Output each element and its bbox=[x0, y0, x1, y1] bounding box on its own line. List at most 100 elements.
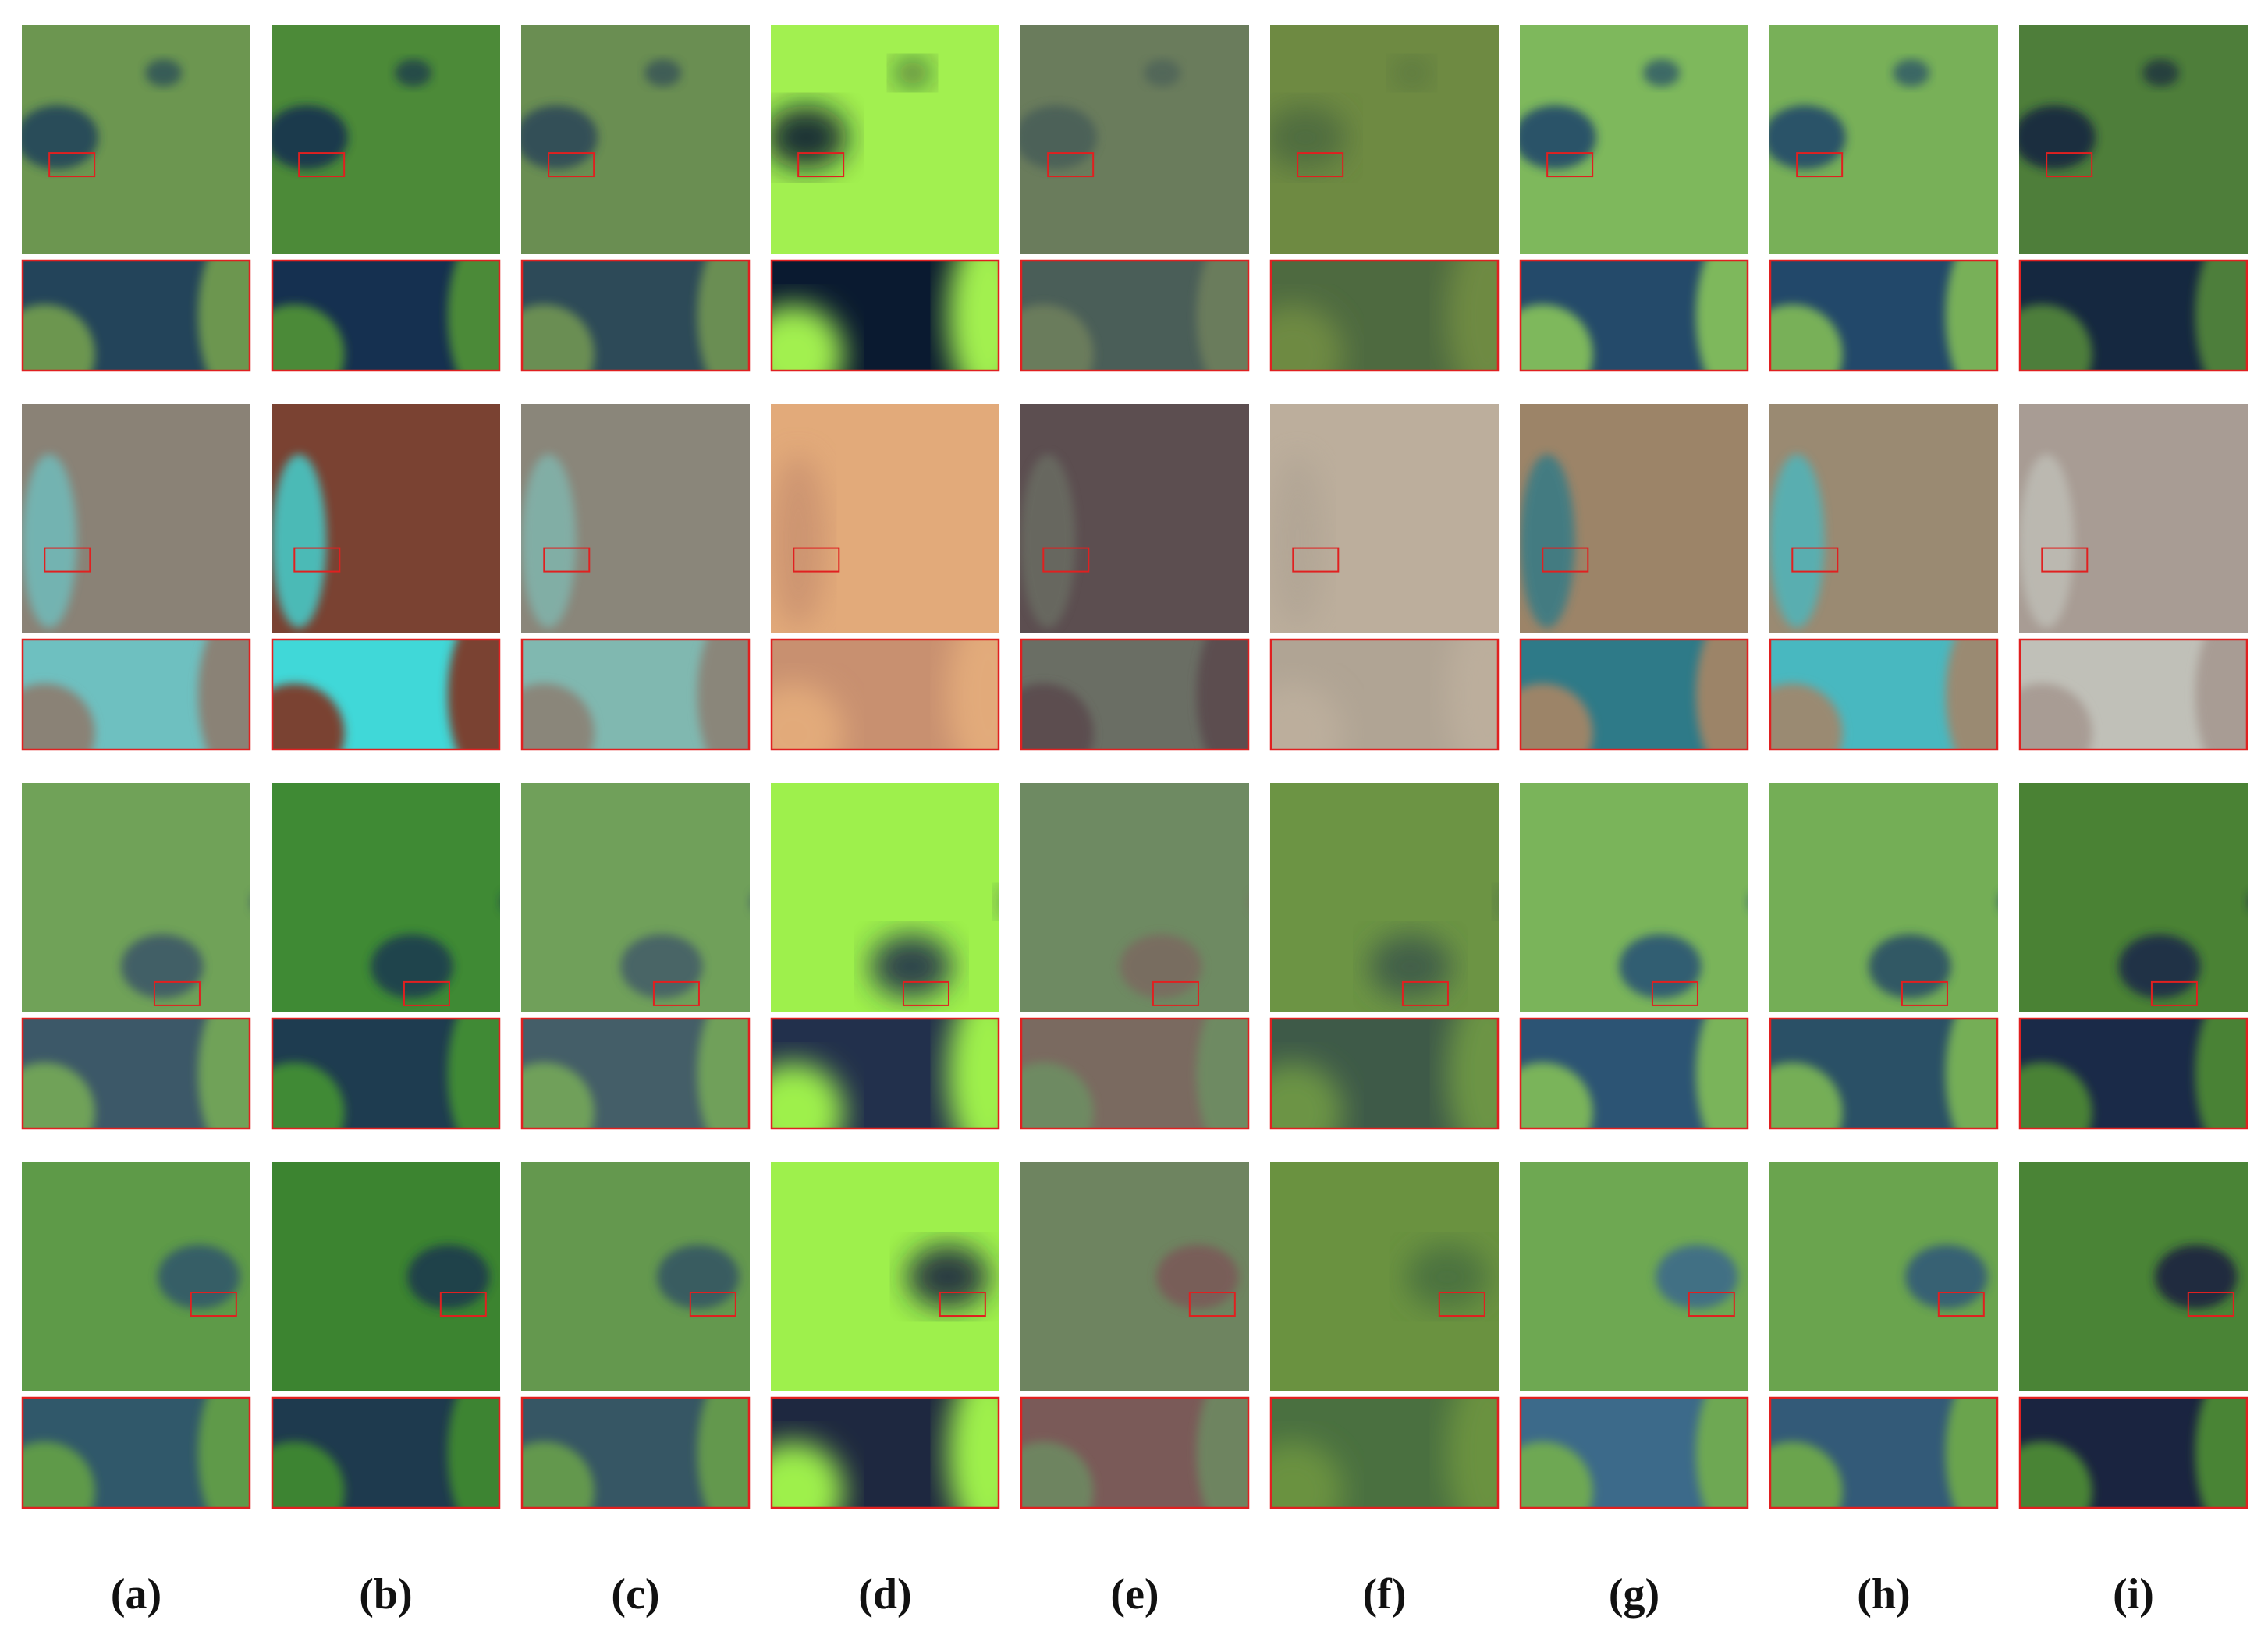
lake bbox=[1020, 454, 1076, 629]
satellite-image bbox=[1769, 25, 1998, 254]
zoom-box bbox=[902, 980, 949, 1006]
zoom-land bbox=[521, 1062, 595, 1129]
zoom-frame bbox=[2018, 1017, 2248, 1130]
image-panel bbox=[2018, 1162, 2248, 1509]
zoom-image bbox=[22, 260, 250, 371]
lake bbox=[771, 454, 826, 629]
zoom-frame bbox=[1769, 259, 1999, 372]
zoom-image bbox=[272, 1018, 500, 1129]
water bbox=[907, 1244, 989, 1310]
zoom-land bbox=[1020, 683, 1094, 750]
water bbox=[1120, 934, 1202, 998]
water bbox=[121, 934, 204, 998]
water bbox=[158, 1244, 240, 1310]
column-label: (h) bbox=[1857, 1570, 1910, 1618]
image-panel bbox=[520, 783, 751, 1130]
image-panel bbox=[770, 25, 1000, 372]
zoom-land bbox=[2195, 1018, 2248, 1129]
zoom-land bbox=[521, 1441, 595, 1509]
image-panel bbox=[21, 404, 251, 751]
zoom-land bbox=[1270, 1441, 1343, 1509]
water bbox=[657, 1244, 740, 1310]
zoom-land bbox=[447, 260, 500, 371]
image-panel bbox=[520, 404, 751, 751]
water bbox=[395, 58, 432, 87]
zoom-image bbox=[1270, 260, 1499, 371]
zoom-frame bbox=[21, 1017, 251, 1130]
zoom-image bbox=[1520, 639, 1748, 750]
column-label: (i) bbox=[2113, 1570, 2154, 1618]
zoom-land bbox=[1945, 1018, 1998, 1129]
image-panel bbox=[271, 783, 501, 1130]
image-panel bbox=[1769, 1162, 1999, 1509]
image-panel bbox=[520, 25, 751, 372]
zoom-land bbox=[1196, 639, 1249, 750]
zoom-land bbox=[272, 1062, 345, 1129]
satellite-image bbox=[272, 404, 500, 633]
zoom-box bbox=[1651, 980, 1698, 1006]
zoom-box bbox=[939, 1292, 986, 1317]
image-panel bbox=[271, 404, 501, 751]
zoom-image bbox=[771, 260, 999, 371]
water bbox=[2019, 105, 2096, 170]
lake bbox=[1270, 454, 1326, 629]
zoom-box bbox=[1937, 1292, 1985, 1317]
zoom-land bbox=[2019, 1441, 2092, 1509]
image-panel bbox=[1020, 404, 1250, 751]
zoom-land bbox=[697, 639, 750, 750]
satellite-image bbox=[1270, 783, 1499, 1012]
satellite-image bbox=[272, 783, 500, 1012]
zoom-frame bbox=[1769, 1396, 1999, 1509]
zoom-image bbox=[272, 639, 500, 750]
zoom-land bbox=[1270, 1062, 1343, 1129]
zoom-box bbox=[543, 547, 591, 573]
zoom-image bbox=[1270, 1397, 1499, 1509]
zoom-frame bbox=[1769, 638, 1999, 751]
zoom-frame bbox=[21, 1396, 251, 1509]
water bbox=[644, 58, 682, 87]
image-panel bbox=[1020, 1162, 1250, 1509]
image-panel bbox=[1269, 1162, 1500, 1509]
zoom-box bbox=[1401, 980, 1449, 1006]
water bbox=[870, 934, 953, 998]
zoom-land bbox=[2019, 304, 2092, 371]
zoom-land bbox=[22, 1441, 95, 1509]
zoom-land bbox=[771, 1062, 844, 1129]
zoom-land bbox=[697, 1397, 750, 1509]
zoom-land bbox=[1270, 304, 1343, 371]
lake bbox=[22, 454, 77, 629]
column-label: (c) bbox=[611, 1570, 659, 1618]
zoom-box bbox=[1796, 152, 1844, 178]
zoom-land bbox=[946, 260, 999, 371]
zoom-image bbox=[1769, 1018, 1998, 1129]
zoom-land bbox=[272, 683, 345, 750]
water bbox=[1406, 1244, 1489, 1310]
zoom-image bbox=[521, 260, 750, 371]
zoom-image bbox=[1769, 1397, 1998, 1509]
zoom-frame bbox=[770, 1017, 1000, 1130]
zoom-frame bbox=[21, 638, 251, 751]
zoom-box bbox=[689, 1292, 736, 1317]
zoom-frame bbox=[1020, 638, 1250, 751]
zoom-land bbox=[1270, 683, 1343, 750]
zoom-box bbox=[1188, 1292, 1236, 1317]
image-panel bbox=[2018, 404, 2248, 751]
water bbox=[1643, 58, 1681, 87]
zoom-image bbox=[2019, 1018, 2248, 1129]
zoom-frame bbox=[271, 638, 501, 751]
water bbox=[1769, 105, 1846, 170]
zoom-image bbox=[1520, 1397, 1748, 1509]
zoom-land bbox=[197, 1018, 250, 1129]
water bbox=[371, 934, 453, 998]
image-panel bbox=[1519, 404, 1749, 751]
water bbox=[771, 105, 847, 170]
water bbox=[407, 1244, 490, 1310]
image-panel bbox=[21, 25, 251, 372]
zoom-land bbox=[521, 683, 595, 750]
satellite-image bbox=[1270, 25, 1499, 254]
zoom-box bbox=[1791, 547, 1839, 573]
satellite-image bbox=[2019, 25, 2248, 254]
zoom-land bbox=[1769, 1062, 1843, 1129]
zoom-land bbox=[1520, 304, 1593, 371]
